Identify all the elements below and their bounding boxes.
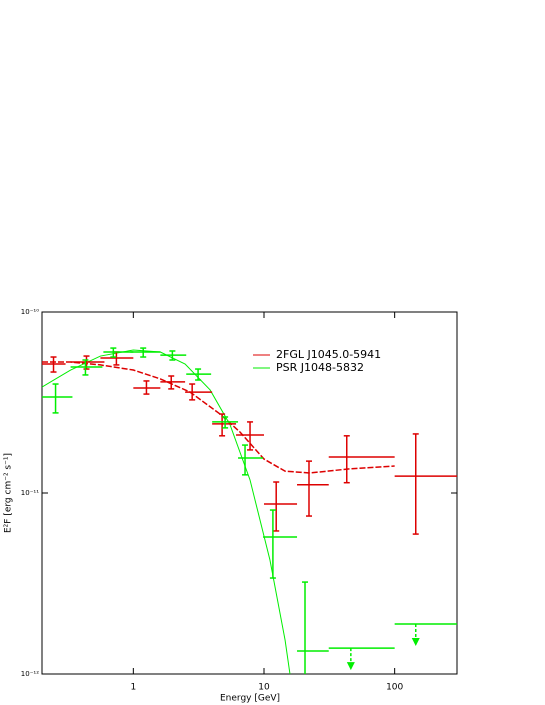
y-axis-label: E²F [erg cm⁻² s⁻¹] xyxy=(4,453,14,533)
y-tick-label: 10⁻¹⁰ xyxy=(21,308,39,316)
legend-label: 2FGL J1045.0-5941 xyxy=(276,348,381,361)
x-tick-label: 10 xyxy=(258,683,270,693)
plot-area xyxy=(42,347,457,674)
model-curve xyxy=(42,349,291,674)
upper-limit-arrowhead xyxy=(346,662,355,671)
y-tick-label: 10⁻¹² xyxy=(21,670,39,678)
x-tick-label: 100 xyxy=(386,683,403,693)
x-tick-label: 1 xyxy=(130,683,136,693)
x-axis-label: Energy [GeV] xyxy=(220,694,280,704)
legend-label: PSR J1048-5832 xyxy=(276,361,364,374)
plot-frame xyxy=(41,311,458,675)
upper-limit-arrowhead xyxy=(411,637,420,646)
y-tick-label: 10⁻¹¹ xyxy=(21,489,39,497)
